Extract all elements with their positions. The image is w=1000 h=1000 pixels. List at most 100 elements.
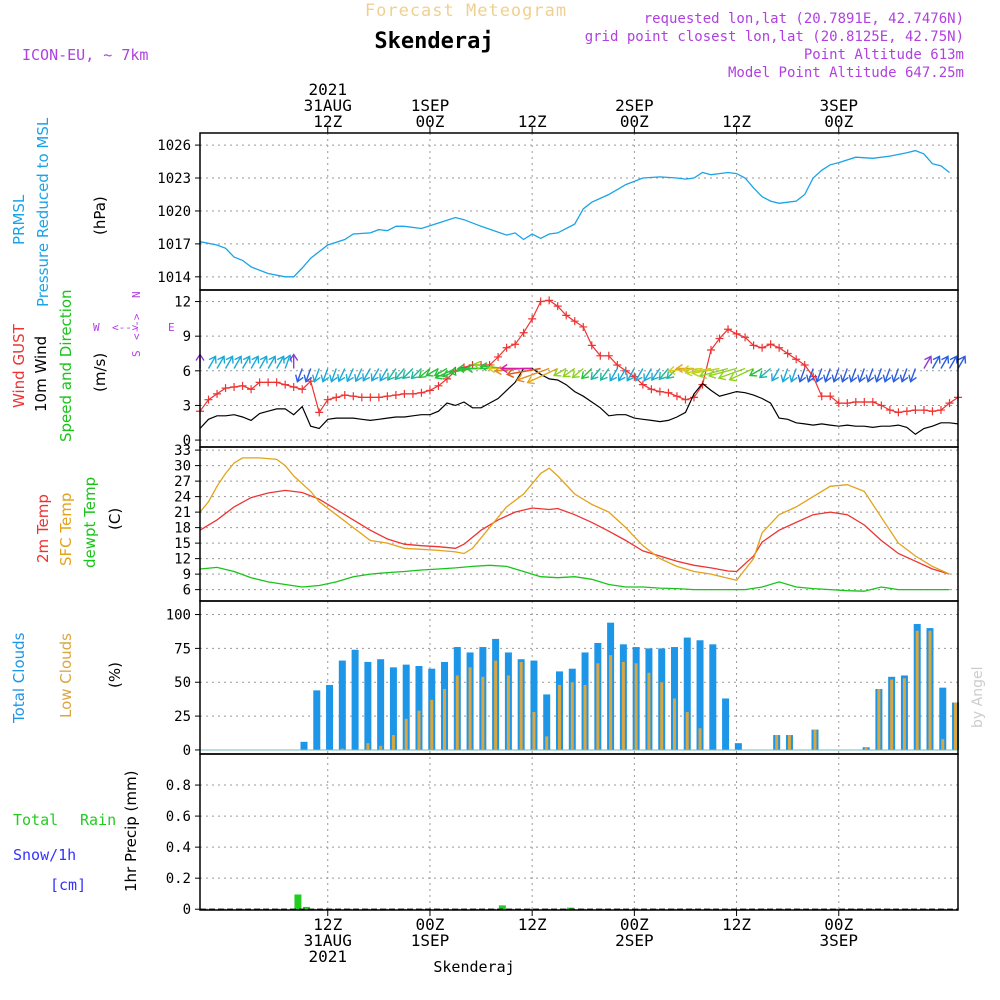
gust-marker xyxy=(902,407,911,416)
gust-marker xyxy=(775,343,784,352)
gust-marker xyxy=(425,386,434,395)
gust-marker xyxy=(800,361,809,370)
label-dewpt-temp: dewpt Temp xyxy=(81,477,99,568)
low-cloud-bar xyxy=(443,689,447,750)
wind-arrow xyxy=(553,367,567,377)
wind-arrow-head xyxy=(312,374,321,383)
total-cloud-bar xyxy=(377,659,385,750)
wind-arrow xyxy=(717,367,746,381)
wind-arrow xyxy=(276,355,285,369)
gust-marker xyxy=(792,355,801,364)
wind-arrow-shaft xyxy=(338,368,346,382)
wind-arrow-head xyxy=(600,372,608,382)
temp-tick-label: 18 xyxy=(174,521,191,537)
wind-tick-label: 9 xyxy=(183,329,191,345)
wind-arrow-head xyxy=(479,362,488,372)
wind-arrow-head xyxy=(865,374,875,383)
low-cloud-bar xyxy=(404,718,408,750)
gust-line xyxy=(199,299,959,414)
wind-arrow-shaft xyxy=(224,356,234,369)
wind-arrow-shaft xyxy=(618,368,627,381)
gust-marker xyxy=(936,406,945,415)
gust-marker xyxy=(383,392,392,401)
wind-arrow xyxy=(337,368,346,383)
temp-tick-label: 24 xyxy=(174,490,191,506)
gust-marker xyxy=(332,393,341,402)
wind-arrow-head xyxy=(402,371,411,380)
wind-arrow-head xyxy=(658,371,667,381)
low-cloud-bar xyxy=(672,698,676,750)
wind-arrow xyxy=(418,367,431,379)
wind-arrow-head xyxy=(425,368,434,377)
wind-arrow-head xyxy=(891,374,900,383)
wind-arrow-shaft xyxy=(590,368,601,380)
wind-arrow-head xyxy=(667,365,676,375)
label-cm: [cm] xyxy=(50,876,86,894)
wind-arrow-head xyxy=(571,370,580,379)
gust-marker xyxy=(613,361,622,370)
wind-arrow-shaft xyxy=(771,368,780,381)
wind-arrow xyxy=(698,367,729,380)
wind-arrow-head xyxy=(958,355,967,364)
top-time-label: 12Z xyxy=(313,112,342,131)
low-cloud-bar xyxy=(570,682,574,750)
wind-arrow xyxy=(857,368,866,383)
wind-arrow xyxy=(289,353,299,369)
wind-arrow-head xyxy=(251,355,260,364)
wind-arrow xyxy=(948,355,958,369)
gust-marker xyxy=(868,397,877,406)
total-cloud-bar xyxy=(683,637,691,750)
wind-arrow-head xyxy=(609,373,618,382)
pressure-tick-label: 1014 xyxy=(157,270,191,286)
wind-arrow xyxy=(882,368,892,383)
wind-arrow-shaft xyxy=(685,367,712,374)
wind-arrow-shaft xyxy=(957,356,966,369)
wind-arrow-shaft xyxy=(850,368,857,382)
label-low-clouds: Low Clouds xyxy=(57,633,75,718)
low-cloud-bar xyxy=(902,678,906,750)
wind-arrow-shaft xyxy=(841,368,848,382)
wind-arrow-shaft xyxy=(241,356,251,369)
wind-arrow xyxy=(379,368,388,382)
low-cloud-bar xyxy=(455,675,459,750)
gust-marker xyxy=(928,407,937,416)
wind-arrow xyxy=(643,368,652,382)
low-cloud-bar xyxy=(391,735,395,750)
wind-arrow xyxy=(345,368,354,383)
wind-arrow-head xyxy=(908,374,917,383)
wind-arrow xyxy=(891,368,900,383)
compass-s: S xyxy=(130,350,143,357)
wind-arrow-head xyxy=(303,374,313,383)
wind-arrow-shaft xyxy=(276,356,285,369)
wind-arrow-head xyxy=(418,370,427,379)
wind-arrow-head xyxy=(617,373,626,382)
wind-arrow-head xyxy=(387,372,395,382)
wind-arrow xyxy=(329,368,338,383)
wind-arrow-shaft xyxy=(267,356,276,369)
precip-tick-label: 0.6 xyxy=(166,809,191,825)
bottom-time-label: 2SEP xyxy=(615,931,654,950)
low-cloud-bar xyxy=(890,679,894,750)
gust-marker xyxy=(536,297,545,306)
low-cloud-bar xyxy=(928,630,932,750)
model-altitude: Model Point Altitude 647.25m xyxy=(728,65,964,81)
gust-marker xyxy=(894,408,903,417)
total-cloud-bar xyxy=(670,647,678,750)
low-cloud-bar xyxy=(379,745,383,750)
wind-arrow-head xyxy=(345,373,354,383)
wind-arrow xyxy=(848,368,858,383)
t2m-line xyxy=(199,489,950,575)
gust-marker xyxy=(851,397,860,406)
wind-arrow xyxy=(758,367,772,379)
model-label: ICON-EU, ~ 7km xyxy=(22,46,148,64)
gust-marker xyxy=(783,349,792,358)
total-cloud-bar xyxy=(326,684,334,750)
point-altitude: Point Altitude 613m xyxy=(804,47,964,63)
wind-arrow-head xyxy=(691,367,700,377)
low-cloud-bar xyxy=(698,728,702,750)
label-pressure-msl: Pressure Reduced to MSL xyxy=(34,117,52,307)
wind-arrow-head xyxy=(487,363,495,374)
wind-arrow-head xyxy=(840,374,849,383)
wind-arrow xyxy=(658,368,669,381)
low-cloud-bar xyxy=(417,710,421,750)
